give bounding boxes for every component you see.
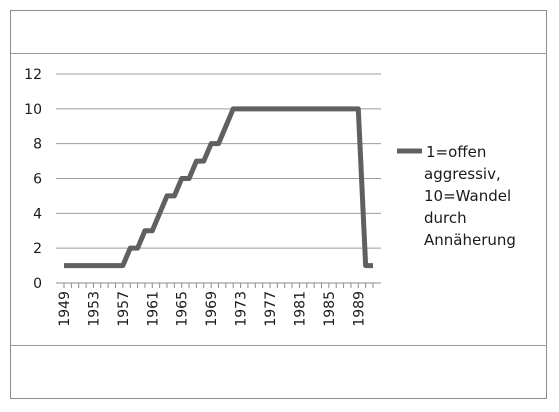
axes: [56, 282, 381, 288]
x-tick-label-1965: 1965: [175, 291, 191, 327]
x-tick-label-1977: 1977: [263, 291, 279, 327]
x-tick-label-1973: 1973: [234, 291, 250, 327]
y-tick-label-0: 0: [33, 276, 42, 292]
y-tick-label-10: 10: [24, 102, 42, 118]
x-tick-label-1985: 1985: [322, 291, 338, 327]
x-tick-label-1989: 1989: [351, 291, 367, 327]
legend-label: 1=offen aggressiv, 10=Wandel durch Annäherun…: [424, 143, 516, 249]
gridlines: [56, 73, 381, 249]
footer-separator-line: [10, 345, 547, 346]
x-tick-label-1949: 1949: [57, 291, 73, 327]
x-tick-label-1961: 1961: [145, 291, 161, 327]
y-axis-ticks: 0 2 4 6 8 10 12: [24, 67, 42, 292]
x-axis-ticks: 1949 1953 1957 1961 1965 1969 1973 1977 1981 1985…: [57, 291, 367, 327]
title-separator-line: [10, 53, 547, 54]
x-tick-label-1957: 1957: [116, 291, 132, 327]
series-line: [64, 106, 373, 269]
chart-frame: [10, 10, 547, 399]
x-tick-label-1981: 1981: [292, 291, 308, 327]
y-tick-label-2: 2: [33, 241, 42, 257]
legend: 1=offen aggressiv, 10=Wandel durch Annäherun…: [397, 143, 516, 249]
y-tick-label-6: 6: [33, 172, 42, 188]
x-tick-label-1953: 1953: [86, 291, 102, 327]
series-group: [64, 106, 373, 269]
y-tick-label-12: 12: [24, 67, 42, 83]
y-tick-label-8: 8: [33, 137, 42, 153]
x-tick-label-1969: 1969: [204, 291, 220, 327]
y-tick-label-4: 4: [33, 206, 42, 222]
